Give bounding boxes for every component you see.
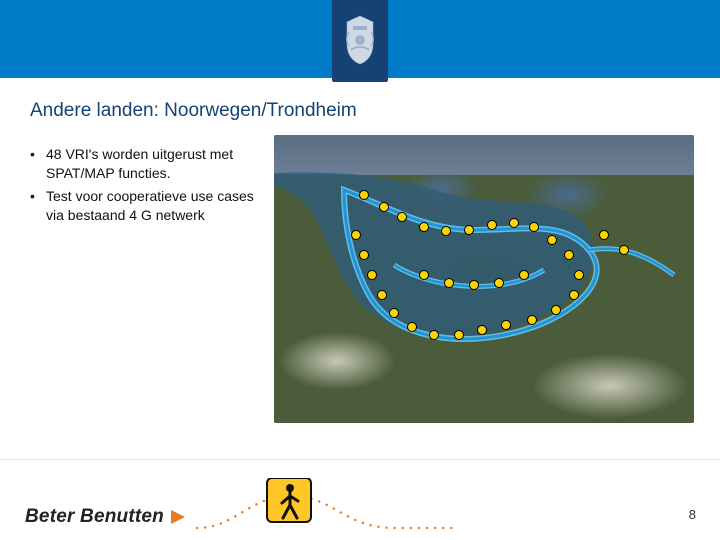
map-marker bbox=[419, 222, 429, 232]
footer-logo-text: Beter Benutten bbox=[25, 506, 164, 528]
map-marker bbox=[569, 290, 579, 300]
pedestrian-sign-icon bbox=[267, 478, 311, 522]
map-marker bbox=[529, 222, 539, 232]
bullet-list: 48 VRI's worden uitgerust met SPAT/MAP f… bbox=[30, 145, 260, 229]
play-icon bbox=[171, 510, 185, 524]
map-marker bbox=[441, 226, 451, 236]
slide-title: Andere landen: Noorwegen/Trondheim bbox=[30, 100, 357, 122]
map-figure bbox=[274, 135, 694, 423]
map-marker bbox=[397, 212, 407, 222]
map-marker bbox=[501, 320, 511, 330]
map-marker bbox=[359, 190, 369, 200]
footer-divider bbox=[0, 459, 720, 460]
map-marker bbox=[477, 325, 487, 335]
map-marker bbox=[379, 202, 389, 212]
map-marker bbox=[487, 220, 497, 230]
river-shape bbox=[274, 173, 594, 338]
map-marker bbox=[564, 250, 574, 260]
map-marker bbox=[351, 230, 361, 240]
dotted-path bbox=[197, 496, 453, 528]
map-marker bbox=[551, 305, 561, 315]
map-marker bbox=[429, 330, 439, 340]
map-marker bbox=[419, 270, 429, 280]
bullet-item: 48 VRI's worden uitgerust met SPAT/MAP f… bbox=[30, 145, 260, 183]
footer-path-graphic bbox=[195, 478, 455, 540]
crest-icon bbox=[339, 14, 381, 66]
map-marker bbox=[469, 280, 479, 290]
map-marker bbox=[389, 308, 399, 318]
footer-logo: Beter Benutten bbox=[25, 506, 185, 528]
map-marker bbox=[444, 278, 454, 288]
map-overlay bbox=[274, 135, 694, 423]
map-marker bbox=[574, 270, 584, 280]
map-marker bbox=[407, 322, 417, 332]
map-marker bbox=[527, 315, 537, 325]
map-marker bbox=[359, 250, 369, 260]
map-marker bbox=[619, 245, 629, 255]
map-road-branch-core bbox=[589, 249, 674, 275]
map-marker bbox=[509, 218, 519, 228]
map-marker bbox=[519, 270, 529, 280]
slide: Andere landen: Noorwegen/Trondheim 48 VR… bbox=[0, 0, 720, 540]
bullet-item: Test voor cooperatieve use cases via bes… bbox=[30, 187, 260, 225]
map-marker bbox=[377, 290, 387, 300]
map-marker bbox=[454, 330, 464, 340]
map-marker bbox=[464, 225, 474, 235]
map-marker bbox=[494, 278, 504, 288]
map-marker bbox=[367, 270, 377, 280]
map-marker bbox=[547, 235, 557, 245]
map-marker bbox=[599, 230, 609, 240]
page-number: 8 bbox=[689, 507, 696, 522]
crest-ribbon bbox=[332, 0, 388, 82]
